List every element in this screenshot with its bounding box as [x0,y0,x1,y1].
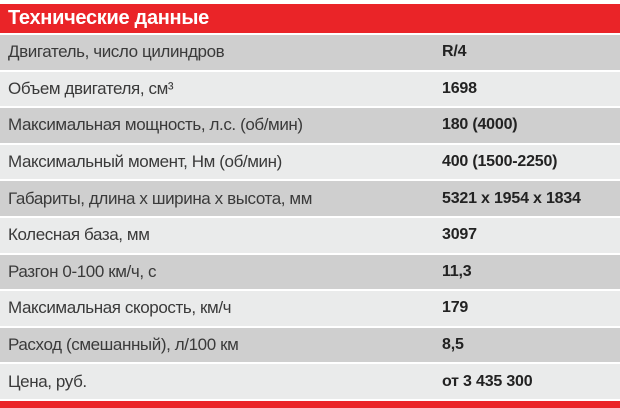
table-row: Двигатель, число цилиндров R/4 [0,35,620,70]
row-value: 1698 [442,79,477,97]
row-value: R/4 [442,43,467,61]
bottom-accent-bar [0,400,620,408]
row-label: Колесная база, мм [8,225,150,245]
table-row: Разгон 0-100 км/ч, с 11,3 [0,254,620,290]
row-value: 400 (1500-2250) [442,153,558,171]
row-value: 8,5 [442,336,464,354]
row-label: Максимальная мощность, л.с. (об/мин) [8,115,303,135]
row-label: Цена, руб. [8,371,87,391]
table-title: Технические данные [8,7,209,29]
row-value: 3097 [442,226,477,244]
table-row: Цена, руб. от 3 435 300 [0,364,620,399]
table-row: Объем двигателя, см³ 1698 [0,71,620,107]
row-label: Разгон 0-100 км/ч, с [8,261,157,281]
row-label: Расход (смешанный), л/100 км [8,335,239,355]
table-row: Максимальный момент, Нм (об/мин) 400 (150… [0,144,620,180]
row-value: 179 [442,299,469,317]
row-value: 5321 х 1954 х 1834 [442,189,581,207]
table-row: Максимальная скорость, км/ч 179 [0,291,620,326]
row-label: Двигатель, число цилиндров [8,42,225,62]
table-row: Максимальная мощность, л.с. (об/мин) 180 … [0,108,620,143]
table-title-bar: Технические данные [0,4,620,33]
row-label: Габариты, длина х ширина х высота, мм [8,188,313,208]
row-value: от 3 435 300 [442,372,533,390]
row-value: 11,3 [442,262,472,280]
row-label: Объем двигателя, см³ [8,78,174,98]
row-label: Максимальная скорость, км/ч [8,298,232,318]
table-row: Колесная база, мм 3097 [0,217,620,253]
table-row: Габариты, длина х ширина х высота, мм 532… [0,181,620,216]
table-row: Расход (смешанный), л/100 км 8,5 [0,327,620,363]
row-label: Максимальный момент, Нм (об/мин) [8,152,282,172]
row-value: 180 (4000) [442,116,518,134]
